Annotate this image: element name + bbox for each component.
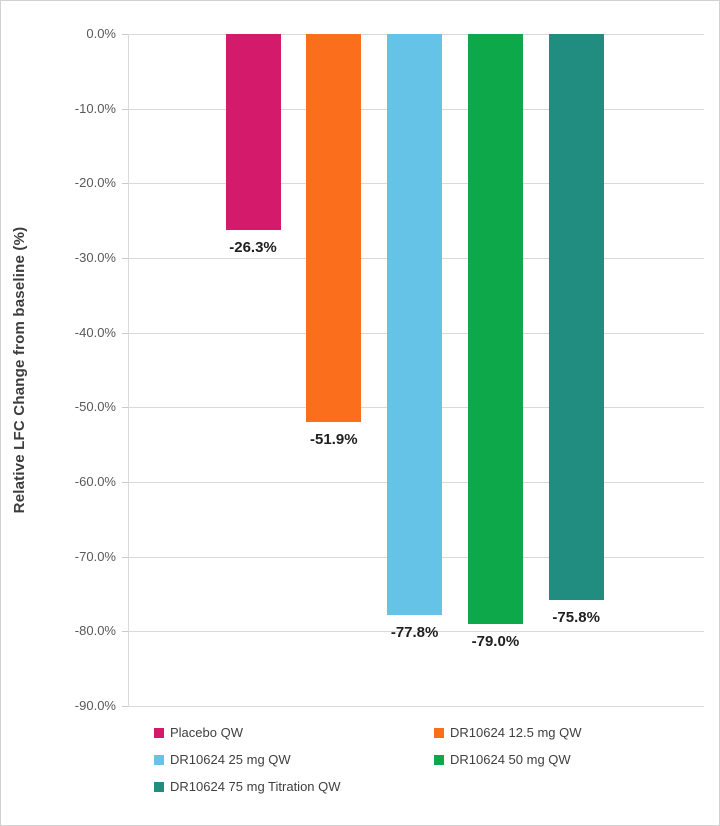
gridline	[128, 706, 704, 707]
tick-mark	[122, 407, 128, 409]
legend-swatch-icon	[154, 754, 164, 765]
legend-label: DR10624 25 mg QW	[170, 752, 291, 767]
y-tick-label: -50.0%	[74, 399, 116, 415]
legend-swatch-icon	[434, 727, 444, 738]
legend-item: Placebo QW	[154, 719, 434, 746]
legend-item: DR10624 25 mg QW	[154, 746, 434, 773]
tick-mark	[122, 332, 128, 334]
bar-3	[387, 34, 443, 615]
legend: Placebo QW DR10624 12.5 mg QW DR10624 25 m…	[154, 719, 714, 800]
bar-4	[467, 34, 523, 624]
legend-label: Placebo QW	[170, 725, 243, 740]
tick-mark	[122, 631, 128, 633]
bar-value-label: -26.3%	[229, 239, 277, 257]
legend-swatch-icon	[154, 727, 164, 738]
legend-label: DR10624 75 mg Titration QW	[170, 779, 341, 794]
legend-item: DR10624 50 mg QW	[434, 746, 714, 773]
y-tick-label: -70.0%	[74, 548, 116, 564]
tick-mark	[122, 108, 128, 110]
y-tick-label: -90.0%	[74, 698, 116, 713]
tick-mark	[122, 34, 128, 35]
gridline	[128, 631, 704, 633]
legend-item: DR10624 12.5 mg QW	[434, 719, 714, 746]
bar-5	[548, 34, 604, 600]
tick-mark	[122, 482, 128, 483]
y-axis-line	[128, 34, 129, 706]
y-tick-label: -60.0%	[74, 474, 116, 489]
tick-mark	[122, 706, 128, 707]
legend-swatch-icon	[154, 781, 164, 792]
bar-1	[225, 34, 281, 231]
y-axis-title: Relative LFC Change from baseline (%)	[11, 226, 28, 514]
y-tick-label: -80.0%	[74, 623, 116, 639]
tick-mark	[122, 556, 128, 558]
bar-value-label: -51.9%	[310, 430, 358, 448]
tick-mark	[122, 183, 128, 185]
bar-value-label: -77.8%	[390, 623, 439, 641]
legend-item: DR10624 75 mg Titration QW	[154, 773, 434, 800]
y-tick-label: -40.0%	[74, 324, 116, 340]
bar-value-label: -75.8%	[552, 608, 600, 626]
legend-swatch-icon	[434, 754, 444, 765]
tick-mark	[122, 258, 128, 259]
y-tick-label: 0.0%	[86, 26, 116, 41]
legend-label: DR10624 50 mg QW	[450, 752, 571, 767]
y-tick-label: -20.0%	[74, 175, 116, 191]
y-tick-label: -10.0%	[74, 100, 116, 116]
y-tick-label: -30.0%	[74, 250, 116, 265]
bar-2	[306, 34, 362, 422]
bar-value-label: -79.0%	[471, 632, 520, 650]
legend-label: DR10624 12.5 mg QW	[450, 725, 582, 740]
